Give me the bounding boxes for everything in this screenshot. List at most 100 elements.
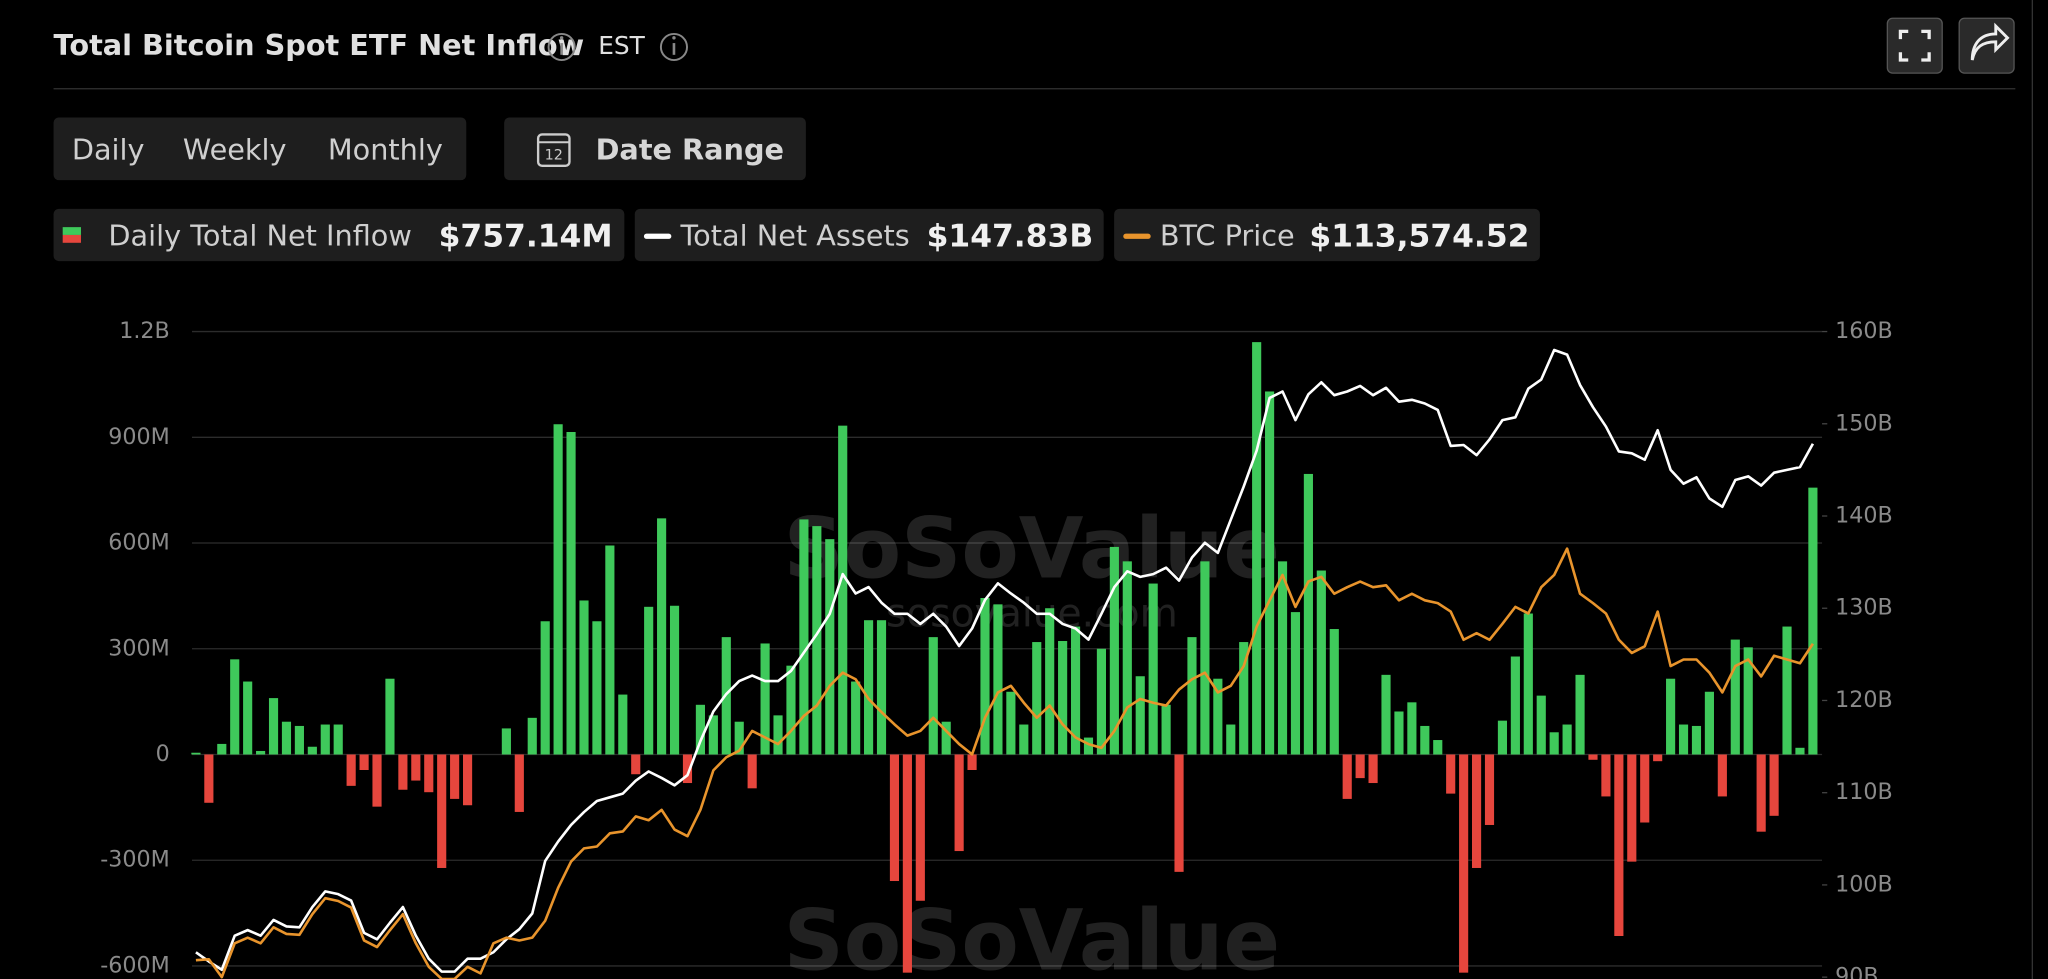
bar [579, 600, 589, 755]
fullscreen-button[interactable] [1886, 17, 1943, 74]
y-tick-label: -600M [100, 952, 170, 978]
legend-item[interactable]: Total Net Assets $147.83B [634, 208, 1104, 262]
bar [799, 519, 809, 755]
bar [825, 539, 835, 755]
share-button[interactable] [1958, 17, 2015, 74]
bar [1083, 737, 1094, 755]
bar [760, 643, 770, 755]
bar [618, 694, 628, 755]
bar [747, 754, 757, 789]
tab[interactable]: Monthly [328, 132, 443, 166]
bar [437, 754, 447, 868]
bar [230, 659, 240, 755]
bar [372, 754, 382, 807]
info-icon[interactable] [659, 32, 688, 62]
bar [359, 754, 369, 770]
bar [1549, 732, 1559, 755]
bar [462, 754, 473, 806]
y-tick-label: 160B [1835, 318, 1893, 344]
bar [1070, 626, 1081, 755]
y-tick-label: 1.2B [119, 318, 170, 344]
bar [657, 518, 667, 755]
bar [669, 605, 680, 755]
y-tick-label: 900M [108, 424, 170, 450]
bar [682, 754, 693, 784]
bar [191, 752, 201, 755]
bar [1691, 725, 1702, 755]
bar [1575, 674, 1585, 755]
bar [1239, 642, 1249, 755]
bar [333, 724, 343, 755]
bar [851, 681, 861, 755]
y-tick-label: 110B [1835, 779, 1893, 805]
bar [773, 715, 783, 755]
bar [1135, 676, 1145, 755]
bar [1717, 754, 1727, 797]
y-tick-label: 300M [108, 635, 170, 661]
bar [1523, 613, 1533, 755]
bar [346, 754, 356, 786]
bar [1329, 629, 1339, 755]
bar [1627, 754, 1637, 862]
bar [424, 754, 434, 793]
line [195, 348, 1815, 973]
bar [1187, 637, 1197, 755]
bar [1420, 725, 1430, 755]
bar [398, 754, 408, 790]
bar [1355, 754, 1365, 779]
bar [876, 620, 887, 755]
legend-name: BTC Price [1160, 219, 1295, 253]
info-icon[interactable] [547, 32, 576, 62]
bar [411, 754, 421, 781]
bar [1226, 724, 1236, 755]
timezone: EST [598, 31, 645, 60]
bar [1277, 561, 1288, 755]
legend-value: $757.14M [439, 219, 613, 255]
bar [954, 754, 964, 852]
bar [204, 754, 214, 803]
legend-value: $113,574.52 [1309, 219, 1529, 255]
tab-group [53, 117, 467, 181]
tab[interactable]: Weekly [183, 132, 287, 166]
bar [695, 704, 705, 755]
bar [1265, 391, 1275, 755]
bar [1381, 674, 1391, 755]
bar [1148, 583, 1158, 755]
bar [1704, 691, 1714, 755]
bar [1666, 678, 1676, 755]
bar [1174, 754, 1184, 872]
y-tick-label: 120B [1835, 687, 1893, 713]
bar [281, 721, 292, 755]
y-tick-label: 150B [1835, 410, 1893, 436]
tab[interactable]: Daily [72, 132, 145, 166]
bar [1019, 724, 1029, 755]
bar [786, 665, 796, 755]
legend-item[interactable]: Daily Total Net Inflow $757.14M [53, 208, 625, 262]
bar [1484, 754, 1495, 825]
bar [1213, 678, 1223, 755]
line [195, 547, 1814, 979]
bar [1303, 473, 1313, 755]
date-range-button[interactable]: 12 Date Range [504, 117, 806, 181]
bar [1459, 754, 1469, 973]
y-tick-label: 130B [1835, 595, 1893, 621]
bar [1032, 642, 1042, 755]
legend-name: Daily Total Net Inflow [108, 219, 411, 253]
bar [1601, 754, 1611, 797]
bar [1096, 648, 1106, 755]
bar [1200, 561, 1210, 755]
bar [1342, 754, 1352, 799]
bar [1562, 724, 1572, 755]
bar [527, 717, 537, 755]
bar [1471, 754, 1482, 868]
legend-item[interactable]: BTC Price $113,574.52 [1114, 208, 1540, 262]
bar [708, 715, 718, 755]
bar [1006, 691, 1016, 755]
y-tick-label: 600M [108, 530, 170, 556]
bar [450, 754, 460, 799]
y-tick-label: 100B [1835, 871, 1893, 897]
bar [889, 754, 900, 882]
bar [501, 728, 511, 755]
watermark-text: SoSoValue [784, 891, 1281, 979]
